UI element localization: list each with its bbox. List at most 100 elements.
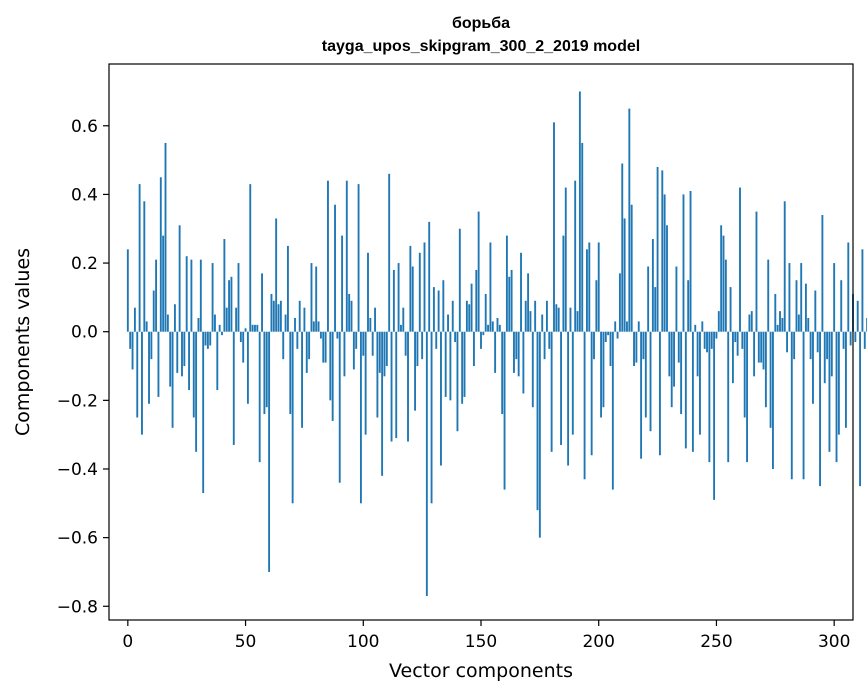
bar-component-296: [823, 331, 826, 384]
bar-component-150: [480, 331, 482, 349]
bar-component-277: [779, 311, 781, 332]
bar-component-36: [211, 263, 214, 332]
bar-component-226: [658, 331, 661, 456]
bar-component-256: [729, 287, 732, 332]
bar-component-180: [550, 331, 553, 452]
bar-component-285: [797, 314, 800, 332]
bar-component-38: [216, 331, 219, 391]
bar-component-307: [849, 331, 852, 346]
bar-component-5: [138, 184, 141, 332]
bar-component-275: [774, 293, 777, 332]
bar-component-183: [557, 307, 560, 332]
bar-component-26: [188, 331, 190, 391]
bar-component-148: [475, 269, 478, 332]
bar-component-212: [626, 321, 628, 332]
bar-component-233: [675, 266, 678, 332]
bar-component-210: [621, 163, 624, 332]
bar-component-208: [616, 331, 619, 339]
bar-component-0: [126, 249, 129, 332]
bar-component-217: [637, 321, 640, 332]
bar-component-157: [496, 317, 499, 332]
x-tick-label: 200: [582, 632, 614, 652]
bar-component-261: [741, 331, 744, 349]
bar-component-43: [228, 280, 231, 332]
bar-component-237: [684, 331, 687, 449]
bar-component-218: [640, 331, 643, 459]
bar-component-57: [261, 273, 263, 332]
bar-component-62: [272, 300, 275, 332]
bar-component-17: [166, 314, 169, 332]
bar-component-306: [847, 242, 850, 332]
bar-component-232: [673, 331, 675, 387]
bar-component-240: [691, 331, 694, 452]
bar-component-98: [357, 184, 360, 332]
bar-component-27: [190, 259, 193, 332]
x-tick-label: 250: [700, 632, 732, 652]
bar-component-302: [837, 331, 840, 435]
bar-component-312: [861, 249, 864, 332]
bar-component-39: [218, 324, 221, 332]
bar-component-283: [793, 331, 796, 360]
bar-component-121: [411, 266, 414, 332]
bar-component-29: [195, 331, 198, 452]
bar-component-190: [574, 180, 577, 332]
bar-component-253: [722, 235, 725, 332]
bar-component-313: [863, 331, 866, 349]
bar-component-9: [148, 331, 150, 404]
bar-component-94: [348, 293, 351, 332]
bar-component-109: [383, 331, 386, 377]
bar-component-73: [298, 300, 301, 332]
bar-component-124: [418, 252, 421, 332]
bar-component-86: [329, 331, 332, 401]
bar-component-231: [670, 331, 673, 408]
bar-component-99: [359, 331, 362, 504]
bar-component-255: [727, 331, 730, 463]
x-tick-label: 100: [347, 632, 379, 652]
bar-component-244: [701, 321, 704, 332]
bar-component-113: [392, 269, 395, 332]
bar-component-51: [246, 331, 249, 404]
bar-component-286: [800, 263, 803, 332]
bar-component-254: [724, 259, 727, 332]
bar-component-176: [541, 314, 544, 332]
bar-component-30: [197, 317, 200, 332]
bar-component-195: [586, 249, 588, 332]
bar-component-288: [804, 283, 807, 332]
chart-subtitle: tayga_upos_skipgram_300_2_2019 model: [322, 38, 640, 55]
bar-component-135: [444, 331, 447, 397]
bar-component-134: [442, 280, 445, 332]
bar-component-280: [786, 331, 789, 353]
bar-component-66: [282, 331, 285, 360]
bar-component-42: [225, 307, 228, 332]
bar-component-162: [508, 276, 511, 332]
bar-component-3: [133, 307, 136, 332]
bar-component-2: [131, 331, 134, 370]
bar-component-281: [788, 263, 791, 332]
bar-component-93: [345, 180, 348, 332]
bar-component-174: [536, 331, 539, 511]
bar-component-40: [221, 331, 223, 336]
bar-component-58: [263, 331, 266, 415]
bar-component-144: [465, 300, 468, 332]
bar-component-65: [279, 300, 282, 332]
bar-component-81: [317, 321, 320, 332]
bar-component-149: [477, 211, 480, 332]
bar-component-309: [854, 331, 857, 342]
bar-component-125: [421, 331, 424, 360]
bar-component-152: [484, 293, 487, 332]
y-tick-label: 0.4: [71, 185, 98, 205]
bar-component-132: [437, 290, 440, 332]
bar-component-128: [428, 221, 431, 332]
bar-component-47: [237, 263, 240, 332]
bar-component-184: [560, 331, 562, 445]
bar-component-252: [720, 225, 723, 332]
bar-component-23: [181, 331, 183, 377]
bar-component-97: [355, 331, 358, 349]
bar-component-41: [223, 239, 226, 332]
bar-component-265: [750, 311, 753, 332]
bar-component-216: [635, 331, 638, 363]
bar-component-33: [204, 331, 207, 346]
bar-component-140: [456, 331, 459, 432]
bar-component-264: [748, 314, 751, 332]
bar-component-168: [522, 331, 525, 394]
